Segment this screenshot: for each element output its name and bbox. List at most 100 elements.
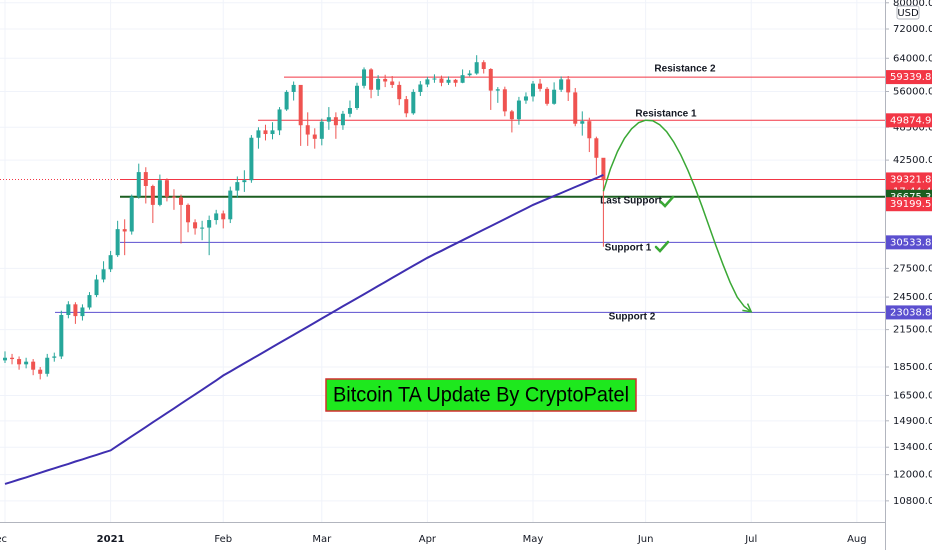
candle-body xyxy=(31,361,36,370)
candle-body xyxy=(171,196,176,198)
y-tick-label: 56000.00 xyxy=(893,86,932,97)
y-tick-label: 42500.00 xyxy=(893,155,932,166)
candle-body xyxy=(108,255,113,270)
level-price-label: 59339.85 xyxy=(890,72,932,83)
candle-body xyxy=(129,196,134,232)
level-annotation: Resistance 1 xyxy=(635,109,697,120)
candle-body xyxy=(369,69,374,90)
candle-body xyxy=(362,69,367,86)
candle-body xyxy=(200,227,205,229)
chart-title: Bitcoin TA Update By CryptoPatel xyxy=(333,384,629,407)
x-tick-label: Jul xyxy=(744,534,757,545)
candle-body xyxy=(559,79,564,90)
y-tick-label: 14900.00 xyxy=(893,416,932,427)
candle-body xyxy=(474,62,479,74)
level-price-label: 23038.84 xyxy=(890,307,932,318)
candle-body xyxy=(601,157,606,181)
candle-body xyxy=(150,185,155,205)
candle-body xyxy=(538,83,543,89)
last-price-label: 39199.56 xyxy=(890,199,932,210)
currency: USD xyxy=(897,8,919,19)
title-box: Bitcoin TA Update By CryptoPatel xyxy=(325,378,637,412)
candle-body xyxy=(467,73,472,76)
currency-box xyxy=(896,5,920,20)
candle-body xyxy=(263,130,268,135)
moving-average xyxy=(4,173,604,485)
level-price-label: 49874.91 xyxy=(890,115,932,126)
candle-body xyxy=(594,138,599,158)
candle-body xyxy=(45,357,50,374)
candle-body xyxy=(235,182,240,191)
candle-body xyxy=(509,111,514,120)
y-tick-label: 27500.00 xyxy=(893,263,932,274)
candle-body xyxy=(94,279,99,296)
candle-body xyxy=(587,121,592,139)
candle-body xyxy=(207,220,212,228)
y-tick-label: 13400.00 xyxy=(893,442,932,453)
level-annotation: Support 1 xyxy=(605,243,652,254)
candle-body xyxy=(3,357,7,361)
y-tick-label: 12000.00 xyxy=(893,470,932,481)
candle-body xyxy=(66,304,71,316)
candle-body xyxy=(298,84,303,126)
level-annotation: Last Support xyxy=(600,196,662,207)
candle-body xyxy=(249,137,254,181)
candle-body xyxy=(256,130,261,138)
candle-body xyxy=(228,190,233,220)
candle-body xyxy=(460,75,465,83)
candle-body xyxy=(453,79,458,83)
candle-body xyxy=(439,78,444,83)
candle-body xyxy=(186,204,191,223)
candle-body xyxy=(214,213,219,221)
candle-body xyxy=(552,89,557,104)
projection xyxy=(602,119,752,313)
candle-body xyxy=(305,125,310,135)
candle-body xyxy=(17,359,22,365)
candle-body xyxy=(418,84,423,92)
candle-body xyxy=(10,357,15,360)
candle-body xyxy=(573,92,578,124)
candle-body xyxy=(24,361,29,365)
candle-body xyxy=(277,109,282,131)
candle-body xyxy=(566,79,571,93)
x-tick-label: Aug xyxy=(847,534,867,545)
x-tick-label: Apr xyxy=(419,534,437,545)
level-price-box xyxy=(886,235,932,250)
projection-arrowhead xyxy=(742,303,753,313)
candle-body xyxy=(531,83,535,97)
candle-body xyxy=(115,229,120,256)
candle-body xyxy=(390,81,395,85)
level-price-box xyxy=(886,305,932,320)
candle-body xyxy=(164,180,169,197)
candle-body xyxy=(101,269,106,280)
candle-body xyxy=(80,307,85,317)
checkmark xyxy=(659,195,675,208)
y-tick-label: 21500.00 xyxy=(893,325,932,336)
y-tick-label: 18500.00 xyxy=(893,362,932,373)
candle-body xyxy=(319,121,324,139)
candle-body xyxy=(495,89,500,91)
candle-body xyxy=(270,130,275,135)
level-price-label: 39321.83 xyxy=(890,174,932,185)
candle-body xyxy=(340,113,345,126)
candle-body xyxy=(376,78,381,90)
candle-body xyxy=(242,180,247,183)
level-price-label: 30533.8 xyxy=(890,237,931,248)
candle-body xyxy=(425,79,430,85)
candle-body xyxy=(481,62,486,70)
last-price-box xyxy=(886,197,932,212)
candle-body xyxy=(87,295,92,308)
candle-body xyxy=(545,88,550,104)
candle-body xyxy=(291,84,296,92)
title-background xyxy=(325,378,637,412)
x-tick-label: 2021 xyxy=(97,534,125,545)
level-annotation: Support 2 xyxy=(609,312,656,323)
x-tick-label: Feb xyxy=(214,534,232,545)
candle-body xyxy=(488,69,493,91)
x-tick-label: Dec xyxy=(0,534,7,545)
plot-area: Resistance 2 Resistance 1 Last Support Supp… xyxy=(0,55,885,485)
candle-body xyxy=(73,304,78,317)
candle-body xyxy=(411,91,416,114)
